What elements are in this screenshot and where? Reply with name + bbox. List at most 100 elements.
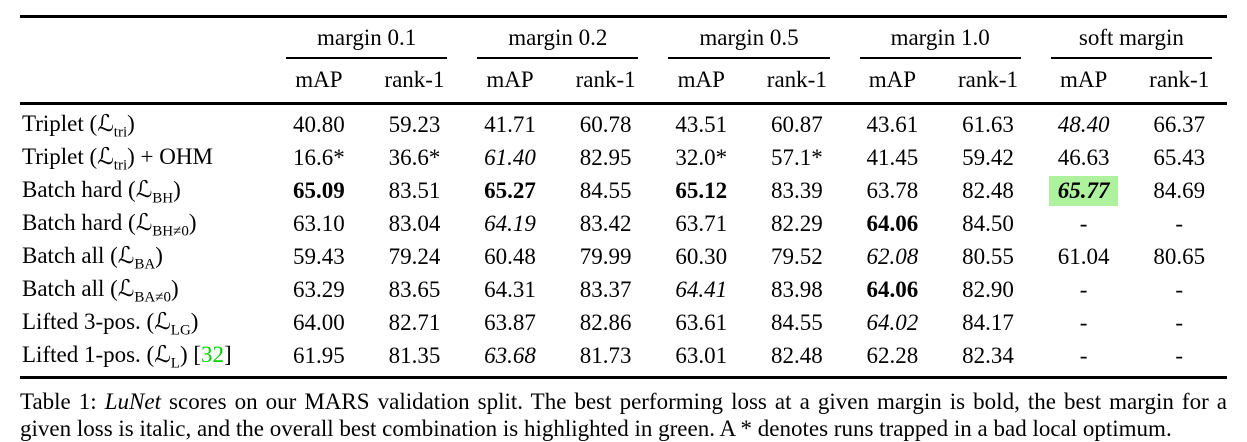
score-value: 82.90 [962, 276, 1014, 302]
score-cell: 64.02 [845, 306, 941, 339]
score-cell: 84.69 [1131, 174, 1227, 207]
score-value: 83.51 [388, 177, 441, 203]
score-value: 83.42 [579, 210, 632, 236]
score-cell: 61.40 [462, 141, 558, 174]
score-value: 63.71 [675, 210, 728, 236]
score-cell: - [1131, 207, 1227, 240]
score-cell: 63.01 [653, 339, 750, 379]
metric-header-rank1: rank-1 [940, 59, 1036, 105]
score-cell: 60.87 [749, 104, 845, 142]
label-text: ) [188, 210, 197, 235]
score-cell: 83.51 [367, 174, 463, 207]
score-cell: 43.51 [653, 104, 749, 142]
table-row: Triplet (ℒtri) + OHM 16.6* 36.6* 61.40 82.95… [20, 141, 1227, 174]
loss-subscript: LG [170, 322, 191, 339]
score-value: - [1079, 309, 1088, 335]
loss-subscript: tri [113, 124, 128, 141]
score-value: 60.78 [579, 111, 632, 137]
score-cell: 82.48 [940, 174, 1036, 207]
loss-symbol: ℒ [117, 243, 135, 269]
score-cell: 64.06 [845, 207, 941, 240]
score-cell: 65.43 [1131, 141, 1227, 174]
score-value: 84.55 [770, 309, 823, 335]
row-label: Batch hard (ℒBH) [20, 174, 271, 207]
score-cell: - [1036, 207, 1132, 240]
score-cell: 60.78 [558, 104, 654, 142]
score-value: 41.45 [866, 144, 919, 170]
score-cell: 16.6* [271, 141, 367, 174]
table-header: margin 0.1 margin 0.2 margin 0.5 margin … [20, 17, 1227, 105]
group-header-margin-02: margin 0.2 [462, 17, 653, 59]
score-cell: 48.40 [1036, 104, 1132, 142]
score-value: - [1175, 210, 1184, 236]
score-cell: 83.42 [558, 207, 654, 240]
score-cell: 83.04 [367, 207, 463, 240]
metric-header-map: mAP [844, 59, 941, 105]
score-cell: 82.48 [749, 339, 845, 379]
score-value: 63.68 [484, 342, 536, 368]
score-cell: 82.71 [367, 306, 463, 339]
score-cell: 61.63 [940, 104, 1036, 142]
score-value: 65.27 [484, 177, 536, 203]
score-value: 64.06 [866, 210, 919, 236]
row-label: Batch all (ℒBA) [20, 240, 271, 273]
score-cell: - [1036, 273, 1132, 306]
score-value: 60.30 [675, 243, 728, 269]
group-header-margin-10: margin 1.0 [845, 17, 1036, 59]
loss-subscript: L [170, 355, 180, 372]
label-text: ) + OHM [127, 144, 213, 169]
score-value: 84.50 [962, 210, 1014, 236]
loss-subscript: tri [113, 157, 128, 174]
score-cell: 82.90 [940, 273, 1036, 306]
score-value: 43.61 [866, 111, 919, 137]
score-cell: 80.55 [940, 240, 1036, 273]
group-label: margin 0.5 [668, 25, 830, 59]
label-text: Batch all ( [22, 243, 118, 268]
score-cell: 64.00 [271, 306, 367, 339]
metric-header-map: mAP [1035, 59, 1132, 105]
label-text: Triplet ( [22, 144, 98, 169]
score-value: 83.04 [388, 210, 441, 236]
row-label: Triplet (ℒtri) [20, 104, 271, 142]
score-value: 82.34 [962, 342, 1014, 368]
label-text: ) [ [179, 342, 202, 367]
score-value: 81.35 [388, 342, 441, 368]
score-cell: 84.17 [940, 306, 1036, 339]
score-cell: 79.24 [367, 240, 463, 273]
group-label: margin 0.2 [477, 25, 639, 59]
loss-subscript: BA [134, 256, 156, 273]
label-text: Batch hard ( [22, 177, 136, 202]
score-cell: 43.61 [845, 104, 941, 142]
score-cell: 46.63 [1036, 141, 1132, 174]
score-value: 83.37 [579, 276, 632, 302]
score-value: 65.12 [675, 177, 728, 203]
score-cell: - [1036, 306, 1132, 339]
label-text: Batch all ( [22, 276, 118, 301]
score-cell: 59.23 [367, 104, 463, 142]
score-value: 84.69 [1153, 177, 1206, 203]
score-value: 83.98 [770, 276, 823, 302]
score-value: 61.63 [962, 111, 1014, 137]
score-value: - [1175, 276, 1184, 302]
table-body: Triplet (ℒtri) 40.80 59.23 41.71 60.78 43.51 6… [20, 104, 1227, 379]
corner-cell [20, 59, 272, 105]
score-value: 63.87 [484, 309, 536, 335]
score-value: 43.51 [675, 111, 728, 137]
score-cell: 79.99 [558, 240, 654, 273]
group-header-margin-01: margin 0.1 [271, 17, 462, 59]
score-value: 32.0* [675, 144, 728, 170]
row-label: Triplet (ℒtri) + OHM [20, 141, 271, 174]
score-cell: 84.55 [558, 174, 654, 207]
citation-link[interactable]: 32 [201, 342, 225, 367]
score-cell: 82.95 [558, 141, 654, 174]
loss-subscript: BH≠0 [152, 223, 189, 240]
score-cell: 59.42 [940, 141, 1036, 174]
label-text: Batch hard ( [22, 210, 136, 235]
score-value: 82.48 [962, 177, 1014, 203]
score-value: 61.40 [484, 144, 536, 170]
score-cell: 66.37 [1131, 104, 1227, 142]
score-cell: 82.86 [558, 306, 654, 339]
score-cell: - [1035, 339, 1132, 379]
score-cell: - [1131, 339, 1227, 379]
score-cell: 63.10 [271, 207, 367, 240]
